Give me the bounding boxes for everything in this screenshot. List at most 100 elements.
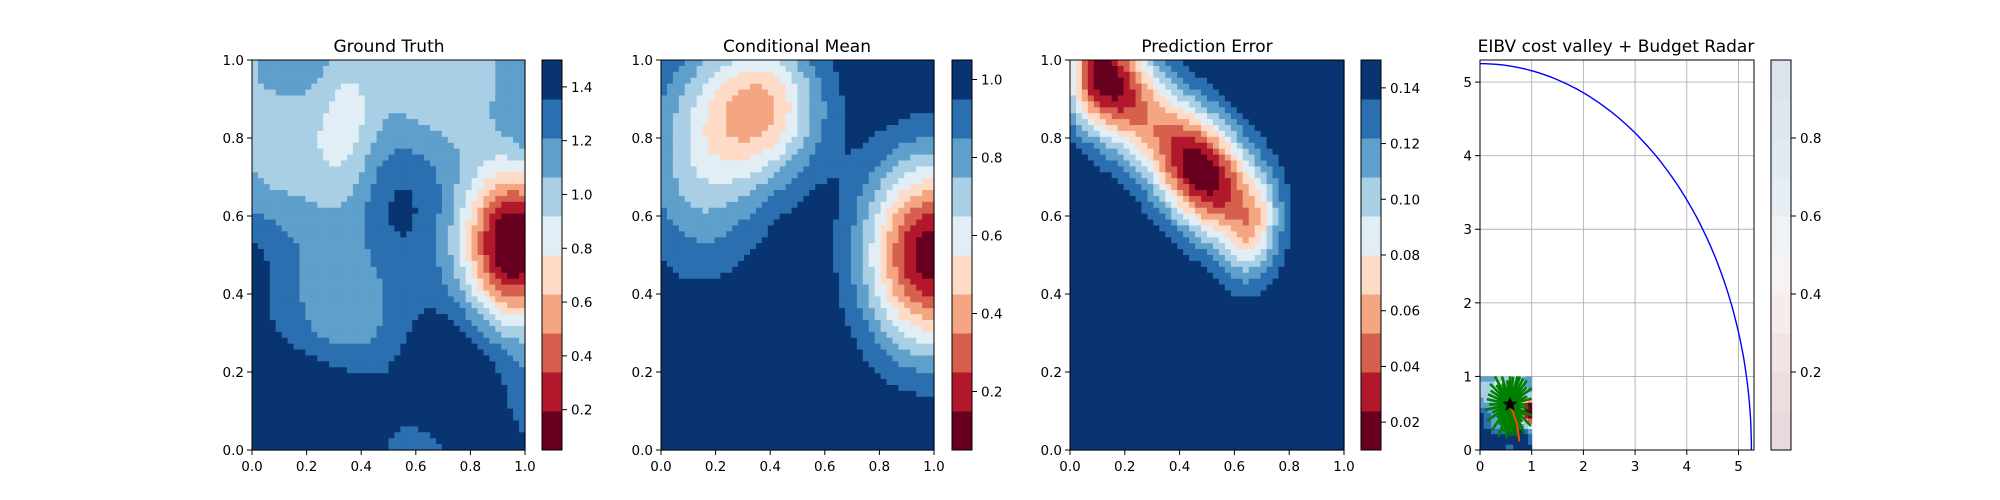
heatmap-cell	[341, 408, 348, 416]
heatmap-cell	[519, 136, 526, 144]
heatmap-cell	[738, 373, 745, 380]
heatmap-cell	[755, 225, 763, 232]
heatmap-cell	[761, 101, 769, 108]
heatmap-cell	[424, 396, 431, 404]
heatmap-cell	[305, 83, 312, 91]
heatmap-cell	[453, 385, 461, 392]
heatmap-cell	[382, 89, 390, 97]
heatmap-cell	[341, 219, 348, 227]
heatmap-cell	[329, 260, 336, 268]
heatmap-cell	[773, 95, 781, 102]
heatmap-cell	[453, 243, 461, 250]
heatmap-cell	[708, 243, 716, 250]
heatmap-cell	[477, 385, 485, 392]
heatmap-cell	[809, 237, 816, 244]
heatmap-cell	[773, 325, 781, 333]
heatmap-cell	[252, 195, 259, 203]
heatmap-cell	[738, 154, 745, 162]
heatmap-cell	[346, 290, 354, 297]
heatmap-cell	[358, 119, 366, 126]
heatmap-cell	[400, 77, 407, 85]
heatmap-cell	[750, 266, 757, 274]
heatmap-cell	[299, 83, 307, 91]
heatmap-cell	[732, 266, 739, 274]
heatmap-cell	[755, 444, 763, 451]
heatmap-cell	[797, 65, 805, 73]
heatmap-cell	[815, 113, 822, 120]
heatmap-cell	[382, 272, 390, 280]
heatmap-cell	[779, 136, 787, 144]
heatmap-cell	[281, 95, 289, 102]
heatmap-cell	[447, 414, 455, 422]
heatmap-cell	[690, 237, 698, 244]
heatmap-cell	[495, 77, 502, 85]
heatmap-cell	[311, 107, 318, 114]
heatmap-cell	[406, 349, 413, 357]
heatmap-cell	[773, 243, 781, 250]
heatmap-cell	[661, 207, 668, 215]
heatmap-cell	[785, 154, 793, 162]
heatmap-cell	[507, 113, 514, 120]
heatmap-cell	[744, 402, 751, 410]
heatmap-cell	[317, 343, 324, 351]
heatmap-cell	[708, 325, 716, 333]
heatmap-cell	[400, 219, 407, 227]
heatmap-cell	[346, 101, 354, 108]
heatmap-cell	[305, 213, 312, 221]
heatmap-cell	[744, 83, 751, 91]
heatmap-cell	[441, 243, 449, 250]
heatmap-cell	[661, 136, 668, 144]
heatmap-cell	[388, 379, 396, 386]
heatmap-cell	[779, 255, 787, 262]
heatmap-cell	[358, 219, 366, 227]
heatmap-cell	[815, 343, 822, 351]
heatmap-cell	[797, 426, 805, 433]
heatmap-cell	[708, 396, 716, 404]
heatmap-cell	[821, 95, 828, 102]
heatmap-cell	[287, 231, 295, 238]
heatmap-cell	[311, 355, 318, 362]
heatmap-cell	[803, 325, 810, 333]
heatmap-cell	[495, 154, 502, 162]
heatmap-cell	[779, 343, 787, 351]
heatmap-cell	[661, 255, 668, 262]
heatmap-cell	[708, 373, 716, 380]
heatmap-cell	[418, 260, 425, 268]
heatmap-cell	[263, 207, 271, 215]
heatmap-cell	[418, 160, 425, 167]
heatmap-cell	[335, 320, 342, 327]
heatmap-cell	[755, 213, 763, 221]
heatmap-cell	[287, 125, 295, 132]
heatmap-cell	[358, 60, 366, 67]
heatmap-cell	[435, 172, 443, 179]
heatmap-cell	[815, 83, 822, 91]
heatmap-cell	[263, 172, 271, 179]
heatmap-cell	[708, 148, 716, 156]
heatmap-cell	[447, 290, 455, 297]
heatmap-cell	[519, 325, 526, 333]
heatmap-cell	[364, 314, 372, 321]
heatmap-cell	[809, 71, 816, 79]
heatmap-cell	[275, 95, 283, 102]
heatmap-cell	[471, 130, 479, 138]
heatmap-cell	[720, 190, 727, 197]
heatmap-cell	[477, 343, 485, 351]
heatmap-cell	[364, 320, 372, 327]
heatmap-cell	[791, 71, 799, 79]
heatmap-cell	[252, 402, 259, 410]
heatmap-cell	[821, 361, 828, 368]
heatmap-cell	[394, 349, 401, 357]
heatmap-cell	[453, 83, 461, 91]
heatmap-cell	[424, 343, 431, 351]
heatmap-cell	[394, 148, 401, 156]
heatmap-cell	[785, 213, 793, 221]
heatmap-cell	[744, 172, 751, 179]
heatmap-cell	[299, 178, 307, 185]
heatmap-cell	[678, 320, 686, 327]
heatmap-cell	[785, 225, 793, 232]
heatmap-cell	[696, 296, 704, 303]
heatmap-cell	[435, 349, 443, 357]
heatmap-cell	[501, 160, 508, 167]
heatmap-cell	[430, 142, 437, 150]
heatmap-cell	[269, 284, 277, 292]
